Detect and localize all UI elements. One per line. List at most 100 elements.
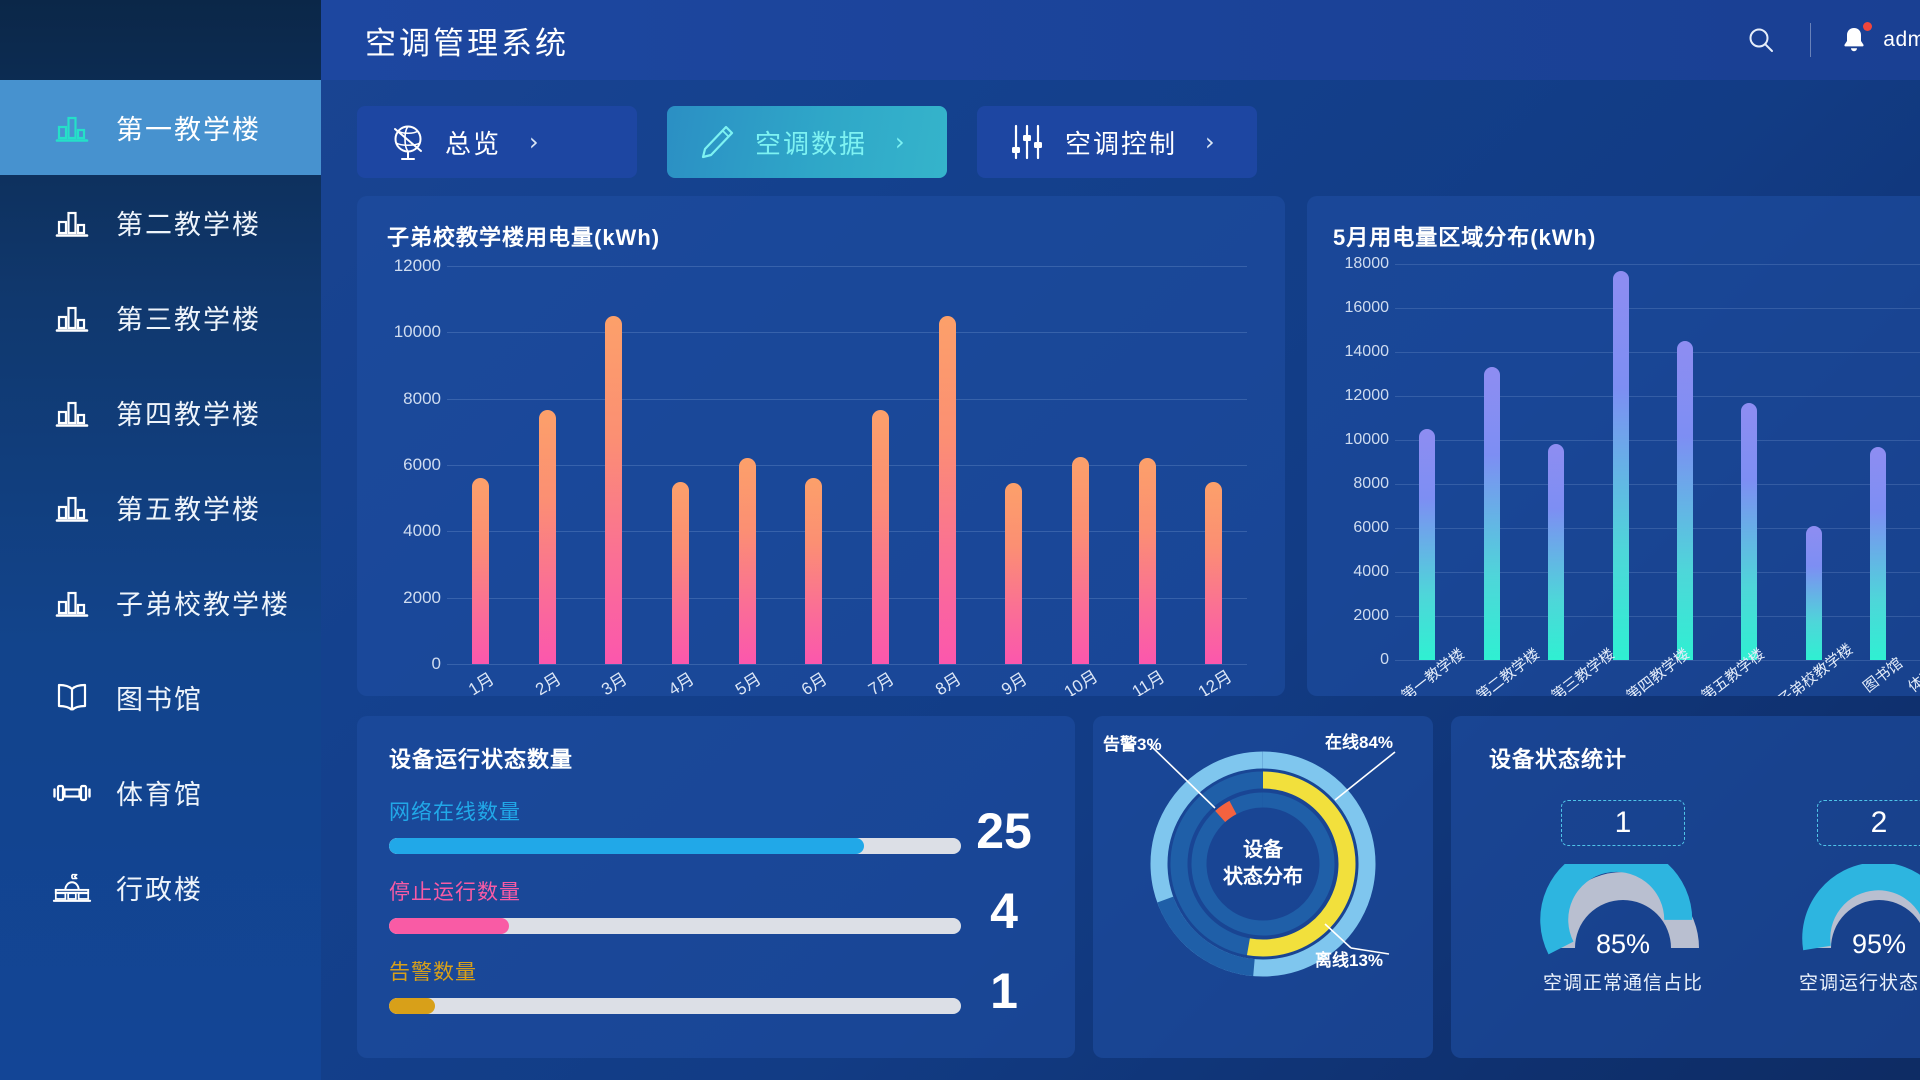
tab-label: 空调控制 — [1065, 128, 1178, 159]
bar-chart-icon — [52, 583, 92, 623]
bar-slot — [647, 266, 714, 664]
charts-row: 子弟校教学楼用电量(kWh) 0 2000 4000 6000 8000 10000 120… — [357, 196, 1920, 696]
gauge-arc: 85% — [1540, 864, 1706, 959]
status-label: 网络在线数量 — [389, 801, 521, 824]
bar[interactable] — [1005, 483, 1023, 664]
bar-slot — [1782, 264, 1846, 660]
progress-track — [389, 838, 961, 854]
y-axis-tick: 0 — [431, 654, 441, 673]
sidebar-item-1[interactable]: 第一教学楼 — [0, 80, 321, 175]
chart-energy-plot: 0 2000 4000 6000 8000 10000 12000 1月 2月 3月 4月 5月 6月 7… — [387, 256, 1259, 696]
sidebar-item-label: 第四教学楼 — [116, 400, 261, 430]
gridline — [447, 597, 1247, 599]
search-icon[interactable] — [1738, 17, 1784, 63]
gridline — [1395, 440, 1920, 441]
bar[interactable] — [1419, 429, 1436, 660]
donut-slice-alert[interactable] — [1215, 800, 1237, 823]
globe-icon — [385, 120, 429, 164]
donut-outer-ring-bg[interactable] — [1157, 896, 1255, 977]
x-axis-labels: 第一教学楼第二教学楼第三教学楼第四教学楼第五教学楼子弟校教学楼图书馆体育楼行政楼 — [1395, 640, 1920, 696]
bar-slot — [1047, 266, 1114, 664]
bar[interactable] — [1805, 525, 1822, 660]
bar[interactable] — [1483, 367, 1500, 660]
sidebar-item-8[interactable]: 体育馆 — [0, 745, 321, 840]
donut-inner-ring-bg[interactable] — [1191, 792, 1335, 936]
leader-line-alert — [1148, 743, 1216, 809]
bar[interactable] — [1548, 444, 1565, 660]
x-axis-labels: 1月 2月 3月 4月 5月 6月 7月 8月 9月 10月 11月 12月 — [447, 666, 1247, 696]
leader-line-offline-b — [1350, 947, 1390, 955]
x-axis-tick: 图书馆 — [1860, 654, 1907, 696]
sidebar-item-3[interactable]: 第三教学楼 — [0, 270, 321, 365]
bar[interactable] — [1870, 446, 1887, 660]
donut-label-alert: 告警3% — [1103, 735, 1162, 754]
government-building-icon — [52, 868, 92, 908]
sidebar-item-7[interactable]: 图书馆 — [0, 650, 321, 745]
x-axis-tick: 第四教学楼 — [1623, 645, 1693, 696]
panel-title-statistics: 设备状态统计 — [1489, 747, 1628, 772]
tab-2[interactable]: 空调数据 › — [667, 106, 947, 178]
gauge-item-2: 2 95% 空调运行状态占比 — [1779, 800, 1920, 995]
tab-3[interactable]: 空调控制 › — [977, 106, 1257, 178]
bar-slot — [980, 266, 1047, 664]
x-axis-tick: 7月 — [865, 669, 898, 696]
panel-device-status-counts: 设备运行状态数量 网络在线数量 25 停止运行数量 4 告警数量 — [357, 716, 1075, 1058]
progress-track — [389, 998, 961, 1014]
y-axis-tick: 16000 — [1344, 299, 1390, 316]
bar[interactable] — [1205, 481, 1223, 664]
bar[interactable] — [1676, 341, 1693, 660]
y-axis-tick: 8000 — [403, 388, 441, 408]
chart-title-region: 5月用电量区域分布(kWh) — [1333, 225, 1597, 250]
bar[interactable] — [805, 478, 823, 664]
donut-slice-online[interactable] — [1246, 771, 1356, 957]
bar-chart-icon — [52, 108, 92, 148]
bar-chart-icon — [52, 203, 92, 243]
sidebar-logo-area — [0, 0, 321, 80]
sidebar-item-4[interactable]: 第四教学楼 — [0, 365, 321, 460]
bar-slot — [1524, 264, 1588, 660]
donut-center-line2: 状态分布 — [1223, 866, 1303, 888]
chevron-right-icon: › — [895, 128, 905, 156]
topbar: 空调管理系统 admin — [321, 0, 1920, 80]
bar[interactable] — [738, 458, 756, 664]
donut-svg — [1148, 743, 1396, 977]
gauge-caption: 空调正常通信占比 — [1542, 973, 1703, 994]
sidebar-item-5[interactable]: 第五教学楼 — [0, 460, 321, 555]
leader-line-offline-a — [1324, 923, 1352, 949]
bar[interactable] — [1612, 270, 1629, 660]
tab-1[interactable]: 总览 › — [357, 106, 637, 178]
book-icon — [52, 678, 92, 718]
status-bar-wrap: 告警数量 — [389, 956, 961, 1014]
bar[interactable] — [538, 410, 556, 664]
gridline — [447, 398, 1247, 400]
bar[interactable] — [1071, 456, 1089, 664]
gridline — [447, 465, 1247, 466]
bar[interactable] — [871, 410, 889, 664]
bar[interactable] — [1741, 402, 1758, 660]
gauge-group: 1 85% 空调正常通信占比 2 95% 空调运行状态占比 — [1489, 800, 1920, 995]
bar-slot — [1395, 264, 1459, 660]
gauge-item-1: 1 85% 空调正常通信占比 — [1523, 800, 1723, 995]
device-status-list: 网络在线数量 25 停止运行数量 4 告警数量 1 — [389, 796, 1047, 1016]
bar[interactable] — [671, 481, 689, 664]
x-axis-tick: 2月 — [531, 669, 565, 696]
sidebar-item-9[interactable]: 行政楼 — [0, 840, 321, 935]
bar[interactable] — [605, 315, 623, 664]
username-label: admin — [1883, 28, 1920, 51]
x-axis-tick: 子弟校教学楼 — [1775, 640, 1857, 696]
x-axis-tick: 第一教学楼 — [1398, 645, 1468, 696]
gauge-badge: 1 — [1561, 800, 1685, 846]
bar[interactable] — [1138, 458, 1156, 664]
x-axis-tick: 12月 — [1194, 666, 1236, 696]
status-label: 告警数量 — [389, 961, 477, 984]
sidebar-item-6[interactable]: 子弟校教学楼 — [0, 555, 321, 650]
gridline — [447, 332, 1247, 334]
y-axis-tick: 0 — [1380, 651, 1389, 668]
sidebar-item-2[interactable]: 第二教学楼 — [0, 175, 321, 270]
bar[interactable] — [471, 478, 489, 664]
donut-outer-ring-online[interactable] — [1150, 751, 1376, 977]
bar[interactable] — [938, 315, 956, 664]
gridline — [1395, 616, 1920, 617]
dumbbell-icon — [52, 773, 92, 813]
bell-icon[interactable] — [1837, 21, 1873, 59]
